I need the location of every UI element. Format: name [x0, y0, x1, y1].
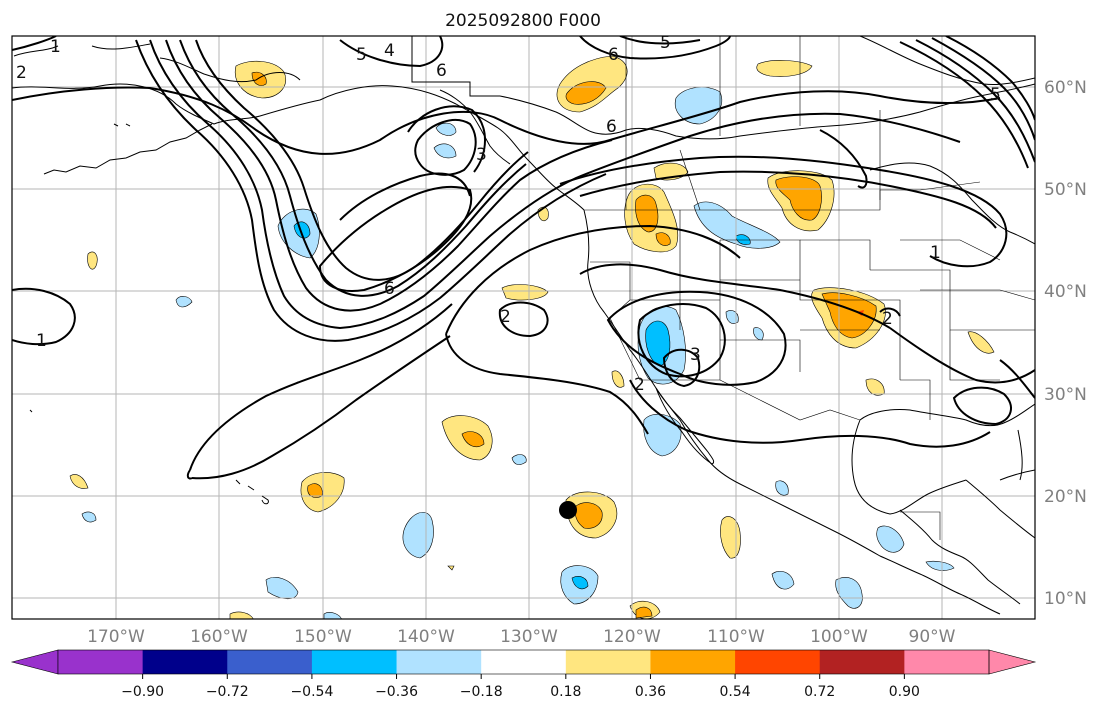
contour-label: 1: [930, 243, 941, 263]
contour-label: 5: [660, 33, 671, 53]
lat-label: 60°N: [1044, 78, 1087, 98]
colorbar-tick-label: −0.90: [121, 684, 164, 700]
contour-label: 2: [882, 309, 893, 329]
colorbar-segment: [311, 650, 398, 674]
contour-label: 5: [990, 85, 1001, 105]
lon-label: 150°W: [294, 627, 352, 647]
contour-label: 3: [476, 145, 487, 165]
contour-label: 6: [608, 45, 619, 65]
colorbar-segment: [142, 650, 228, 674]
colorbar-segment: [819, 650, 905, 674]
colorbar-segment: [58, 650, 144, 674]
contour-label: 6: [384, 279, 395, 299]
colorbar-segment: [650, 650, 736, 674]
longitude-labels: 170°W 160°W 150°W 140°W 130°W 120°W 110°…: [87, 627, 956, 647]
lon-label: 100°W: [810, 627, 868, 647]
lat-label: 50°N: [1044, 180, 1087, 200]
latitude-labels: 60°N 50°N 40°N 30°N 20°N 10°N: [1044, 78, 1087, 609]
lon-label: 170°W: [87, 627, 145, 647]
contour-label: 6: [436, 61, 447, 81]
lat-label: 10°N: [1044, 589, 1087, 609]
colorbar-extend-high: [988, 649, 1037, 675]
lon-label: 120°W: [603, 627, 661, 647]
contour-labels: 1 1 2 2 2 3 3 4 5 5 6 6 6 6 1 2 5: [16, 33, 1001, 395]
colorbar-tick-label: −0.18: [460, 684, 503, 700]
contour-label: 1: [36, 331, 47, 351]
map-area: 1 1 2 2 2 3 3 4 5 5 6 6 6 6 1 2 5: [12, 33, 1035, 619]
colorbar-tick-label: −0.36: [375, 684, 418, 700]
contours: [12, 36, 1035, 480]
contour-label: 3: [690, 345, 701, 365]
lon-label: 110°W: [707, 627, 765, 647]
lat-label: 40°N: [1044, 282, 1087, 302]
lon-label: 130°W: [500, 627, 558, 647]
colorbar-tick-label: 0.54: [720, 684, 751, 700]
lon-label: 140°W: [397, 627, 455, 647]
lon-label: 90°W: [909, 627, 956, 647]
storm-center-dot: [559, 501, 577, 519]
coastlines: [12, 36, 1035, 615]
contour-label: 5: [356, 45, 367, 65]
colorbar-tick-label: 0.18: [550, 684, 581, 700]
colorbar-segment: [227, 650, 313, 674]
lon-label: 160°W: [190, 627, 248, 647]
lat-label: 30°N: [1044, 385, 1087, 405]
contour-label: 6: [606, 117, 617, 137]
colorbar-segment: [565, 650, 651, 674]
political-borders: [584, 36, 1035, 540]
map-title: 2025092800 F000: [445, 11, 601, 31]
colorbar-segment: [396, 650, 482, 674]
colorbar-tick-label: −0.54: [290, 684, 333, 700]
colorbar-extend-low: [10, 649, 59, 675]
colorbar-segment: [904, 650, 990, 674]
contour-label: 2: [16, 63, 27, 83]
colorbar-tick-label: 0.72: [804, 684, 835, 700]
colorbar-frame: [57, 649, 990, 675]
map-frame: [11, 35, 1036, 620]
contour-label: 2: [500, 307, 511, 327]
colorbar-tick-label: −0.72: [206, 684, 249, 700]
contour-label: 4: [384, 41, 395, 61]
contour-label: 2: [634, 375, 645, 395]
contour-label: 1: [50, 37, 61, 57]
colorbar-tick-label: 0.36: [635, 684, 666, 700]
colorbar-tick-label: 0.90: [889, 684, 920, 700]
colorbar-segment: [481, 650, 567, 674]
lat-label: 20°N: [1044, 487, 1087, 507]
colorbar-segment: [735, 650, 821, 674]
colorbar: −0.90 −0.72 −0.54 −0.36 −0.18 0.18 0.36 0.54 0.7…: [10, 649, 1037, 700]
